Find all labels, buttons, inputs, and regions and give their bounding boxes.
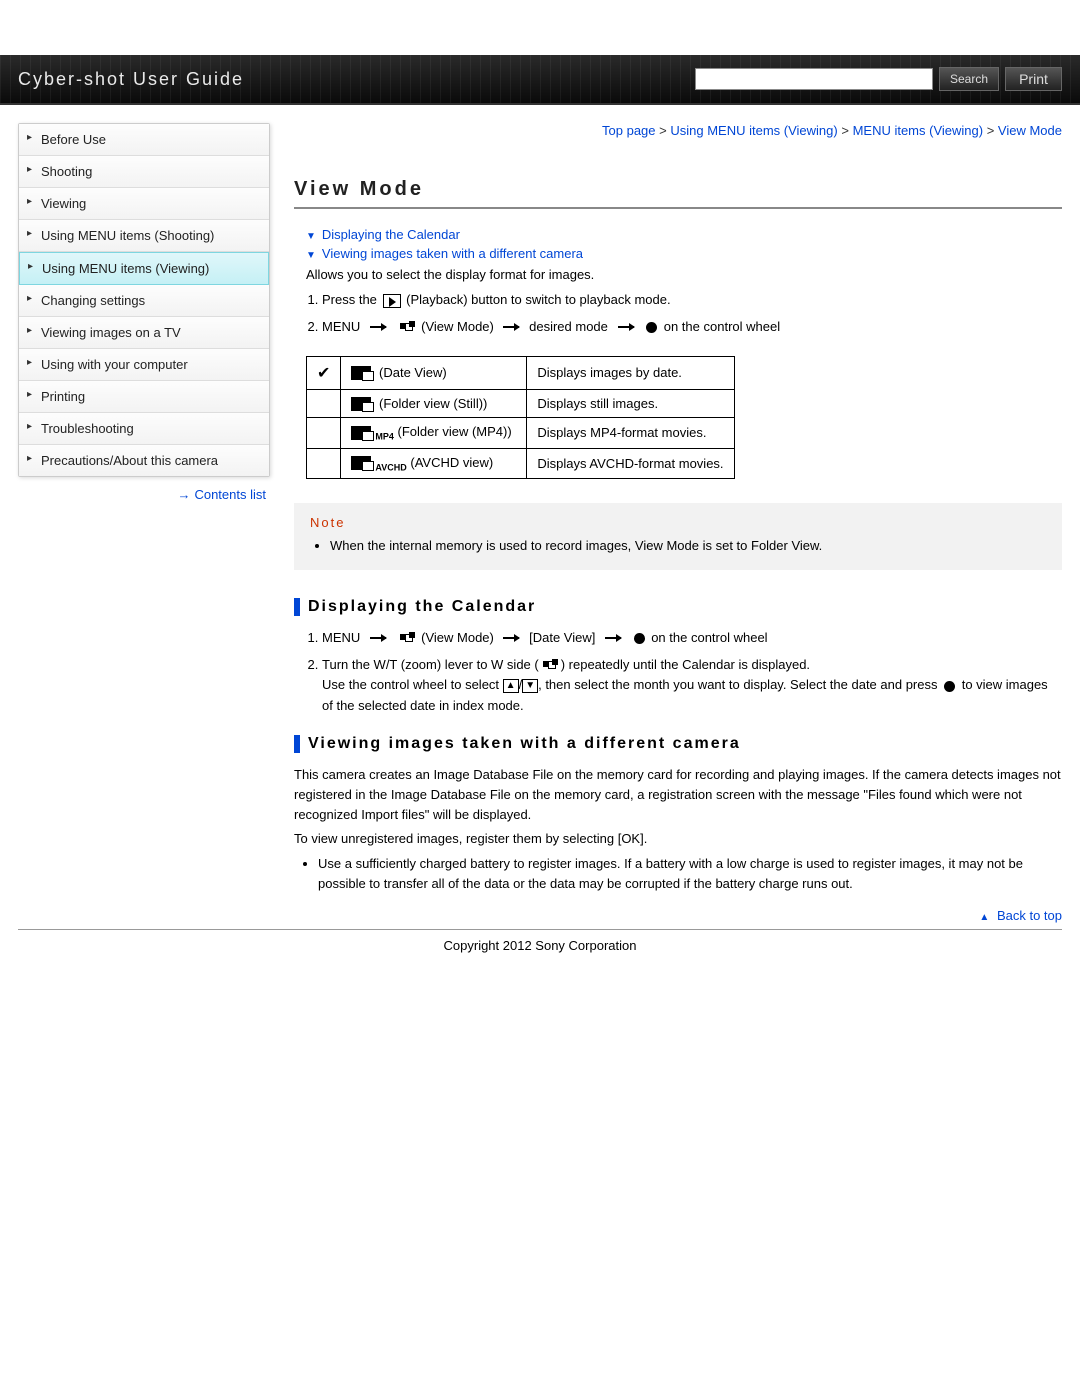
main-content: Top page > Using MENU items (Viewing) > … xyxy=(270,123,1062,929)
anchor-calendar[interactable]: Displaying the Calendar xyxy=(306,227,1062,242)
page-title: View Mode xyxy=(294,178,1062,209)
center-button-icon xyxy=(646,322,657,333)
cal-step-2: Turn the W/T (zoom) lever to W side () r… xyxy=(322,655,1062,717)
anchor-diffcam[interactable]: Viewing images taken with a different ca… xyxy=(306,246,1062,261)
check-cell xyxy=(307,389,341,418)
intro-text: Allows you to select the display format … xyxy=(306,267,1062,282)
folderstill-icon xyxy=(351,397,371,411)
copyright: Copyright 2012 Sony Corporation xyxy=(444,938,637,953)
arrow-icon xyxy=(503,637,519,639)
nav-item-troubleshooting[interactable]: Troubleshooting xyxy=(19,413,269,445)
table-row: ✔ (Date View) Displays images by date. xyxy=(307,356,735,389)
viewmode-table: ✔ (Date View) Displays images by date. (… xyxy=(306,356,735,480)
desc-cell: Displays AVCHD-format movies. xyxy=(527,448,734,479)
index-icon xyxy=(541,658,559,672)
viewmode-icon xyxy=(398,320,416,334)
header-title: Cyber-shot User Guide xyxy=(18,69,695,90)
center-button-icon xyxy=(944,681,955,692)
nav-item-printing[interactable]: Printing xyxy=(19,381,269,413)
arrow-icon xyxy=(605,637,621,639)
arrow-icon xyxy=(503,326,519,328)
footer: Copyright 2012 Sony Corporation xyxy=(18,929,1062,993)
foldermp4-icon xyxy=(351,426,371,440)
nav-item-menu-shooting[interactable]: Using MENU items (Shooting) xyxy=(19,220,269,252)
section-calendar-title: Displaying the Calendar xyxy=(294,598,1062,616)
arrow-icon xyxy=(370,637,386,639)
nav-item-computer[interactable]: Using with your computer xyxy=(19,349,269,381)
arrow-icon xyxy=(370,326,386,328)
viewmode-icon xyxy=(398,631,416,645)
step-1: Press the (Playback) button to switch to… xyxy=(322,290,1062,311)
search-button[interactable]: Search xyxy=(939,67,999,91)
desc-cell: Displays images by date. xyxy=(527,356,734,389)
mode-cell: AVCHD (AVCHD view) xyxy=(341,448,527,479)
nav-list: Before Use Shooting Viewing Using MENU i… xyxy=(18,123,270,477)
arrow-icon xyxy=(618,326,634,328)
sidebar: Before Use Shooting Viewing Using MENU i… xyxy=(18,123,270,929)
nav-item-menu-viewing[interactable]: Using MENU items (Viewing) xyxy=(19,252,269,285)
center-button-icon xyxy=(634,633,645,644)
mode-cell: MP4 (Folder view (MP4)) xyxy=(341,418,527,449)
note-item: When the internal memory is used to reco… xyxy=(330,536,1046,556)
back-to-top-wrap: Back to top xyxy=(294,908,1062,923)
down-icon: ▼ xyxy=(522,679,538,693)
playback-icon xyxy=(383,294,401,308)
arrow-right-icon: → xyxy=(177,487,190,502)
nav-item-precautions[interactable]: Precautions/About this camera xyxy=(19,445,269,476)
table-row: (Folder view (Still)) Displays still ima… xyxy=(307,389,735,418)
breadcrumb: Top page > Using MENU items (Viewing) > … xyxy=(294,123,1062,138)
nav-item-tv[interactable]: Viewing images on a TV xyxy=(19,317,269,349)
desc-cell: Displays MP4-format movies. xyxy=(527,418,734,449)
dateview-icon xyxy=(351,366,371,380)
check-cell xyxy=(307,418,341,449)
diffcam-bullet: Use a sufficiently charged battery to re… xyxy=(318,854,1062,894)
mode-cell: (Date View) xyxy=(341,356,527,389)
breadcrumb-l2[interactable]: Using MENU items (Viewing) xyxy=(670,123,837,138)
up-icon: ▲ xyxy=(503,679,519,693)
contents-list-link[interactable]: Contents list xyxy=(194,487,266,502)
search-input[interactable] xyxy=(695,68,933,90)
nav-item-changing-settings[interactable]: Changing settings xyxy=(19,285,269,317)
nav-item-viewing[interactable]: Viewing xyxy=(19,188,269,220)
note-box: Note When the internal memory is used to… xyxy=(294,503,1062,570)
back-to-top-link[interactable]: Back to top xyxy=(997,908,1062,923)
diffcam-p2: To view unregistered images, register th… xyxy=(294,829,1062,849)
header: Cyber-shot User Guide Search Print xyxy=(0,55,1080,105)
breadcrumb-current[interactable]: View Mode xyxy=(998,123,1062,138)
check-cell xyxy=(307,448,341,479)
table-row: MP4 (Folder view (MP4)) Displays MP4-for… xyxy=(307,418,735,449)
desc-cell: Displays still images. xyxy=(527,389,734,418)
note-title: Note xyxy=(310,515,1046,530)
breadcrumb-l3[interactable]: MENU items (Viewing) xyxy=(853,123,984,138)
breadcrumb-top[interactable]: Top page xyxy=(602,123,656,138)
check-cell: ✔ xyxy=(307,356,341,389)
table-row: AVCHD (AVCHD view) Displays AVCHD-format… xyxy=(307,448,735,479)
nav-item-shooting[interactable]: Shooting xyxy=(19,156,269,188)
diffcam-bullets: Use a sufficiently charged battery to re… xyxy=(318,854,1062,894)
diffcam-p1: This camera creates an Image Database Fi… xyxy=(294,765,1062,825)
mode-cell: (Folder view (Still)) xyxy=(341,389,527,418)
nav-item-before-use[interactable]: Before Use xyxy=(19,124,269,156)
section-diffcam-title: Viewing images taken with a different ca… xyxy=(294,735,1062,753)
cal-step-1: MENU (View Mode) [Date View] on the cont… xyxy=(322,628,1062,649)
intro-steps: Press the (Playback) button to switch to… xyxy=(322,290,1062,338)
avchd-icon xyxy=(351,456,371,470)
step-2: MENU (View Mode) desired mode on the con… xyxy=(322,317,1062,338)
calendar-steps: MENU (View Mode) [Date View] on the cont… xyxy=(322,628,1062,717)
print-button[interactable]: Print xyxy=(1005,67,1062,91)
